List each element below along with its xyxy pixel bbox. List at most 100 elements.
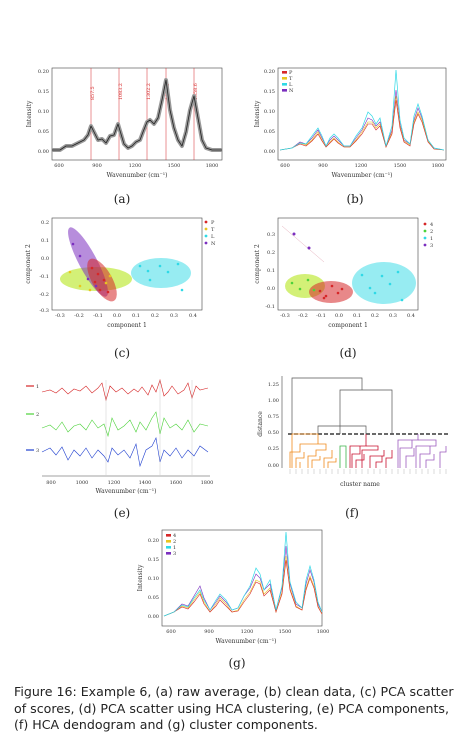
- ellipse-cluster-4: [309, 281, 353, 303]
- panel-g-ytick: 0.15: [148, 557, 159, 563]
- panel-c-xtick: -0.2: [74, 313, 84, 319]
- panel-d-frame: [277, 217, 419, 311]
- points-cluster-3: [292, 232, 311, 250]
- series-L: [279, 69, 445, 151]
- panel-a-mean-spectrum: [52, 79, 222, 151]
- panel-f-leaf-ticks: [289, 469, 447, 474]
- panel-e-xtick: 1600: [170, 480, 183, 486]
- legend-3: 3: [430, 243, 433, 249]
- panel-d-ytick: 0.3: [267, 232, 275, 238]
- legend-2: 2: [173, 539, 176, 545]
- panel-b-legend: P T L N: [282, 70, 294, 94]
- legend-T: T: [289, 76, 293, 82]
- panel-f-ytick: 0.00: [268, 463, 279, 469]
- legend-N: N: [211, 241, 216, 247]
- panel-a-peak-lines: [90, 68, 195, 160]
- panel-f: 1.25 1.00 0.75 0.50 0.25 0.00 distance c…: [257, 376, 448, 520]
- points-cluster-2: [290, 278, 316, 292]
- panel-b-xlabel: Wavenumber (cm⁻¹): [331, 172, 392, 179]
- legend-3: 3: [36, 448, 39, 454]
- panel-f-ytick: 1.25: [268, 382, 279, 388]
- legend-2: 2: [430, 229, 433, 235]
- panel-b-ytick: 0.10: [264, 109, 275, 115]
- panel-c-ytick: 0.0: [41, 256, 49, 262]
- series-cluster-4: [163, 559, 323, 617]
- panel-c-xtick: 0.2: [151, 313, 159, 319]
- panel-c-ytick: -0.1: [39, 274, 49, 280]
- panel-g-ytick: 0.05: [148, 595, 159, 601]
- panel-b-ylabel: Intensity: [254, 100, 261, 127]
- panel-a-xtick: 1800: [206, 163, 219, 169]
- panel-d-xtick: 0.4: [407, 313, 415, 319]
- legend-1: 1: [173, 545, 176, 551]
- panel-c-legend: P T L N: [204, 220, 216, 247]
- panel-c-ytick: -0.2: [39, 292, 49, 298]
- panel-d-cluster3-line: [281, 225, 325, 263]
- panel-c-xtick: 0.0: [113, 313, 121, 319]
- panel-g-ylabel: Intensity: [137, 564, 144, 591]
- panel-g-xlabel: Wavenumber (cm⁻¹): [215, 638, 276, 645]
- panel-g-xtick: 1500: [279, 629, 292, 635]
- legend-1: 1: [36, 384, 39, 390]
- panel-a-xtick: 1200: [129, 163, 142, 169]
- panel-c-ytick: 0.1: [41, 238, 49, 244]
- legend-3: 3: [173, 551, 176, 557]
- panel-b-xtick: 600: [280, 163, 290, 169]
- panel-d-xtick: 0.1: [353, 313, 361, 319]
- series-cluster-3: [163, 545, 323, 617]
- panel-d-ylabel: component 2: [254, 244, 261, 284]
- panel-a-peak-label: 1658.6: [193, 83, 199, 100]
- panel-e-xlabel: Wavenumber (cm⁻¹): [95, 488, 156, 495]
- panel-c-xlabel: component 1: [107, 322, 147, 329]
- panel-f-top-links: [291, 377, 393, 434]
- panel-g: 4 2 1 3 0.20 0.15 0.10 0.05 0.00 600 900…: [137, 529, 330, 670]
- points-cluster-4: [318, 284, 344, 300]
- points-N: [71, 242, 98, 288]
- panel-e-xtick: 1000: [76, 480, 89, 486]
- legend-2: 2: [36, 412, 39, 418]
- panel-e-xtick: 800: [46, 480, 56, 486]
- panel-f-label: (f): [345, 506, 359, 520]
- legend-P: P: [211, 220, 215, 226]
- points-P: [90, 266, 110, 294]
- legend-P: P: [289, 70, 293, 76]
- series-P: [279, 99, 445, 151]
- panel-d-xlabel: component 1: [328, 322, 368, 329]
- panel-c-xtick: -0.3: [55, 313, 65, 319]
- hca-cluster-orange: [289, 433, 337, 468]
- panel-d-ytick: 0.0: [267, 286, 275, 292]
- ellipse-P: [87, 258, 117, 302]
- panel-c: P T L N 0.2 0.1 0.0 -0.1 -0.2 -0.3 -0.3 …: [25, 217, 216, 360]
- legend-N: N: [289, 88, 294, 94]
- panel-d-xtick: 0.2: [371, 313, 379, 319]
- panel-a-frame: [51, 67, 223, 161]
- panel-g-legend: 4 2 1 3: [166, 533, 176, 557]
- panel-e-xtick: 1400: [139, 480, 152, 486]
- panel-a-xtick: 600: [54, 163, 64, 169]
- hca-cluster-purple: [397, 434, 447, 468]
- panel-c-xtick: 0.3: [170, 313, 178, 319]
- panel-g-xtick: 900: [204, 629, 214, 635]
- hca-cluster-red: [349, 434, 393, 468]
- panel-g-ytick: 0.10: [148, 576, 159, 582]
- panel-a-ylabel: Intensity: [26, 100, 33, 127]
- panel-g-xtick: 1200: [241, 629, 254, 635]
- points-T: [68, 270, 112, 292]
- panel-a-xtick: 900: [92, 163, 102, 169]
- panel-b-ytick: 0.00: [264, 149, 275, 155]
- series-cluster-1: [163, 531, 323, 617]
- panel-d-xtick: -0.3: [280, 313, 290, 319]
- panel-b-xtick: 900: [318, 163, 328, 169]
- panel-f-ylabel: distance: [257, 411, 264, 437]
- panel-a-peak-label: 857.5: [90, 86, 96, 100]
- panel-g-xtick: 1800: [317, 629, 330, 635]
- panel-b-xtick: 1800: [432, 163, 445, 169]
- legend-1: 1: [430, 236, 433, 242]
- panel-e-peak-lines: [105, 380, 193, 475]
- panel-a-xlabel: Wavenumber (cm⁻¹): [106, 172, 167, 179]
- points-cluster-1: [360, 270, 404, 302]
- panel-c-xtick: 0.1: [132, 313, 140, 319]
- panel-a-ytick: 0.15: [38, 89, 49, 95]
- panel-a-ytick: 0.05: [38, 129, 49, 135]
- panel-c-label: (c): [114, 346, 130, 360]
